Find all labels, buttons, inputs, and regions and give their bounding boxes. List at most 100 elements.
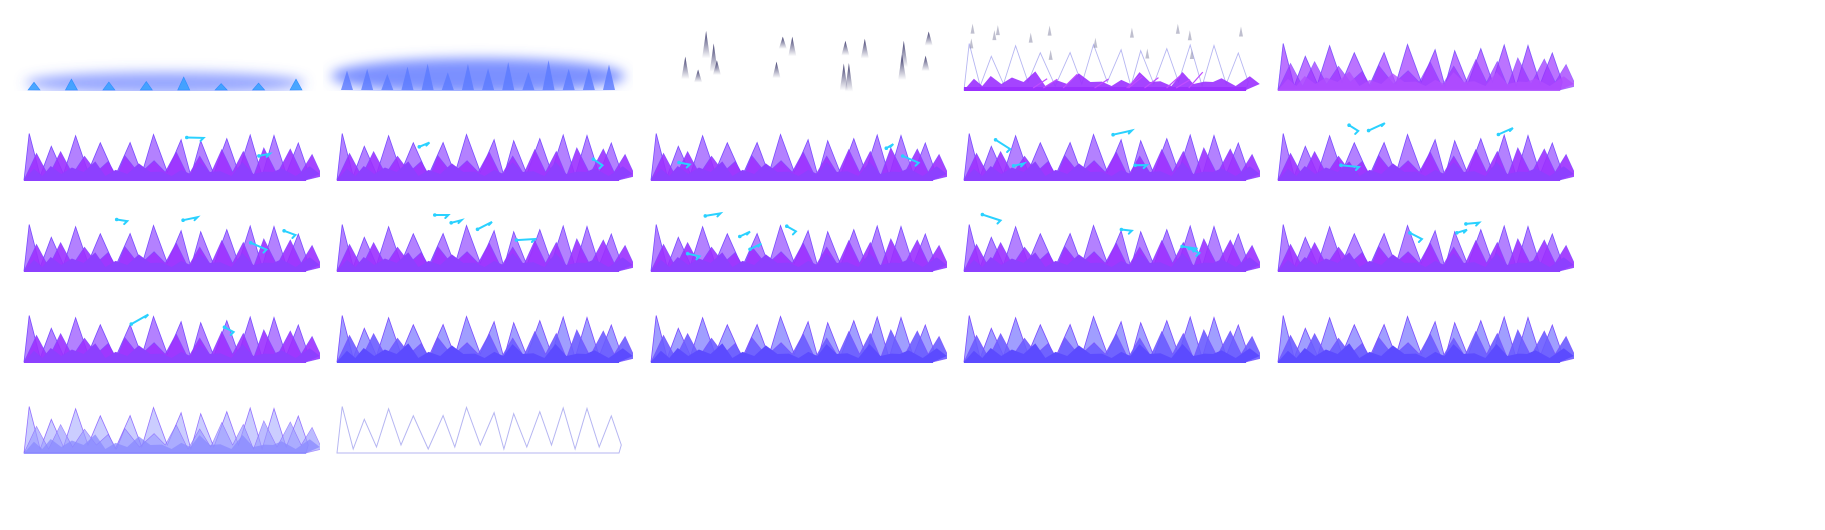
dark-spike — [709, 43, 718, 72]
ground-line — [1278, 179, 1560, 181]
spike-sprite — [336, 315, 633, 363]
spike-ridge-front — [24, 252, 320, 271]
energy-spark-dot — [685, 251, 690, 256]
spike-sprite — [963, 212, 1260, 272]
glow-spike — [102, 81, 116, 91]
spike-outline — [336, 405, 622, 454]
ground-line — [964, 87, 1246, 91]
frame-09 — [950, 102, 1260, 182]
energy-spark-dot — [417, 145, 422, 149]
spike-sprite — [23, 215, 320, 272]
energy-spark-dot — [1347, 123, 1351, 127]
dark-spike — [788, 36, 797, 57]
energy-spark-dot — [282, 229, 286, 233]
energy-spark — [704, 211, 724, 218]
energy-spark-dot — [1339, 163, 1343, 167]
energy-spark-dot — [785, 224, 789, 228]
ground-line — [651, 270, 933, 272]
energy-spark-dot — [257, 154, 261, 158]
ground-line — [337, 270, 619, 272]
energy-spark-dot — [433, 213, 437, 217]
energy-spark-dot — [993, 138, 998, 142]
frame-08 — [637, 102, 947, 182]
energy-spark — [901, 155, 921, 167]
spike-sprite — [650, 211, 947, 272]
energy-spark-dot — [475, 227, 480, 232]
glow-cloud — [331, 58, 625, 92]
energy-spark — [678, 161, 692, 169]
floating-shard — [1047, 25, 1052, 36]
dark-spike — [694, 69, 703, 83]
energy-spark-dot — [129, 322, 134, 326]
glow-spike — [64, 78, 78, 91]
debris-line — [1126, 74, 1142, 89]
glow-spike — [562, 68, 575, 90]
energy-spark-dot — [1187, 246, 1192, 251]
spike-sprite — [650, 133, 947, 181]
ground-line — [337, 361, 619, 363]
frame-06 — [10, 102, 320, 182]
energy-spark — [115, 218, 130, 226]
spike-ridge-front — [964, 252, 1260, 271]
ground-line — [24, 452, 306, 454]
energy-spark — [1348, 124, 1360, 135]
ground-line — [651, 361, 933, 363]
energy-spark — [1012, 161, 1028, 168]
glow-spike — [341, 70, 353, 90]
spike-ridge-front — [24, 161, 320, 180]
energy-spark-dot — [1464, 222, 1468, 226]
ground-line — [964, 179, 1246, 181]
spike-sprite — [323, 58, 633, 92]
frame-13 — [637, 193, 947, 273]
dark-spike — [924, 31, 933, 46]
energy-spark — [450, 218, 465, 225]
frame-19 — [950, 284, 1260, 364]
energy-spark-dot — [884, 146, 889, 150]
spike-ridge-front — [651, 161, 947, 180]
glow-spike — [177, 76, 191, 91]
glow-spike — [441, 72, 454, 90]
energy-spark-dot — [1408, 231, 1412, 235]
glow-spike — [401, 66, 414, 90]
energy-spark-dot — [222, 325, 227, 329]
spike-outline — [963, 43, 1249, 91]
energy-spark — [1455, 228, 1468, 234]
dark-spike — [844, 63, 853, 92]
energy-spark-dot — [748, 247, 752, 252]
dark-spike — [841, 40, 850, 56]
debris-line — [1094, 78, 1109, 89]
frame-04 — [950, 12, 1260, 92]
floating-shard — [969, 38, 974, 49]
ground-line — [1278, 89, 1560, 91]
ground-line — [1278, 361, 1560, 363]
energy-spark — [1408, 231, 1424, 243]
floating-shard — [1187, 30, 1192, 41]
glow-spike — [139, 81, 153, 91]
energy-spark — [185, 136, 206, 142]
ground-line — [24, 179, 306, 181]
glow-spike — [421, 63, 434, 90]
spike-ridge-front — [1278, 71, 1574, 90]
frame-21 — [10, 375, 320, 455]
spike-sprite — [963, 23, 1260, 91]
energy-spark — [1497, 127, 1514, 136]
energy-spark-dot — [185, 135, 189, 140]
energy-spark — [785, 225, 798, 236]
energy-spark — [223, 326, 236, 336]
energy-spark — [592, 158, 605, 170]
dark-spike — [898, 54, 907, 80]
energy-spark-dot — [1366, 128, 1371, 133]
spike-sprite — [336, 405, 622, 454]
energy-spark — [1367, 122, 1386, 132]
frame-18 — [637, 284, 947, 364]
floating-shard — [1129, 27, 1134, 38]
spike-sprite — [10, 72, 320, 92]
frame-05 — [1264, 12, 1574, 92]
debris-line — [1166, 74, 1181, 89]
spike-sprite — [23, 406, 320, 454]
debris-line — [1144, 77, 1159, 89]
energy-spark-dot — [114, 217, 119, 222]
floor-mask — [323, 91, 633, 92]
energy-spark-dot — [248, 241, 253, 245]
